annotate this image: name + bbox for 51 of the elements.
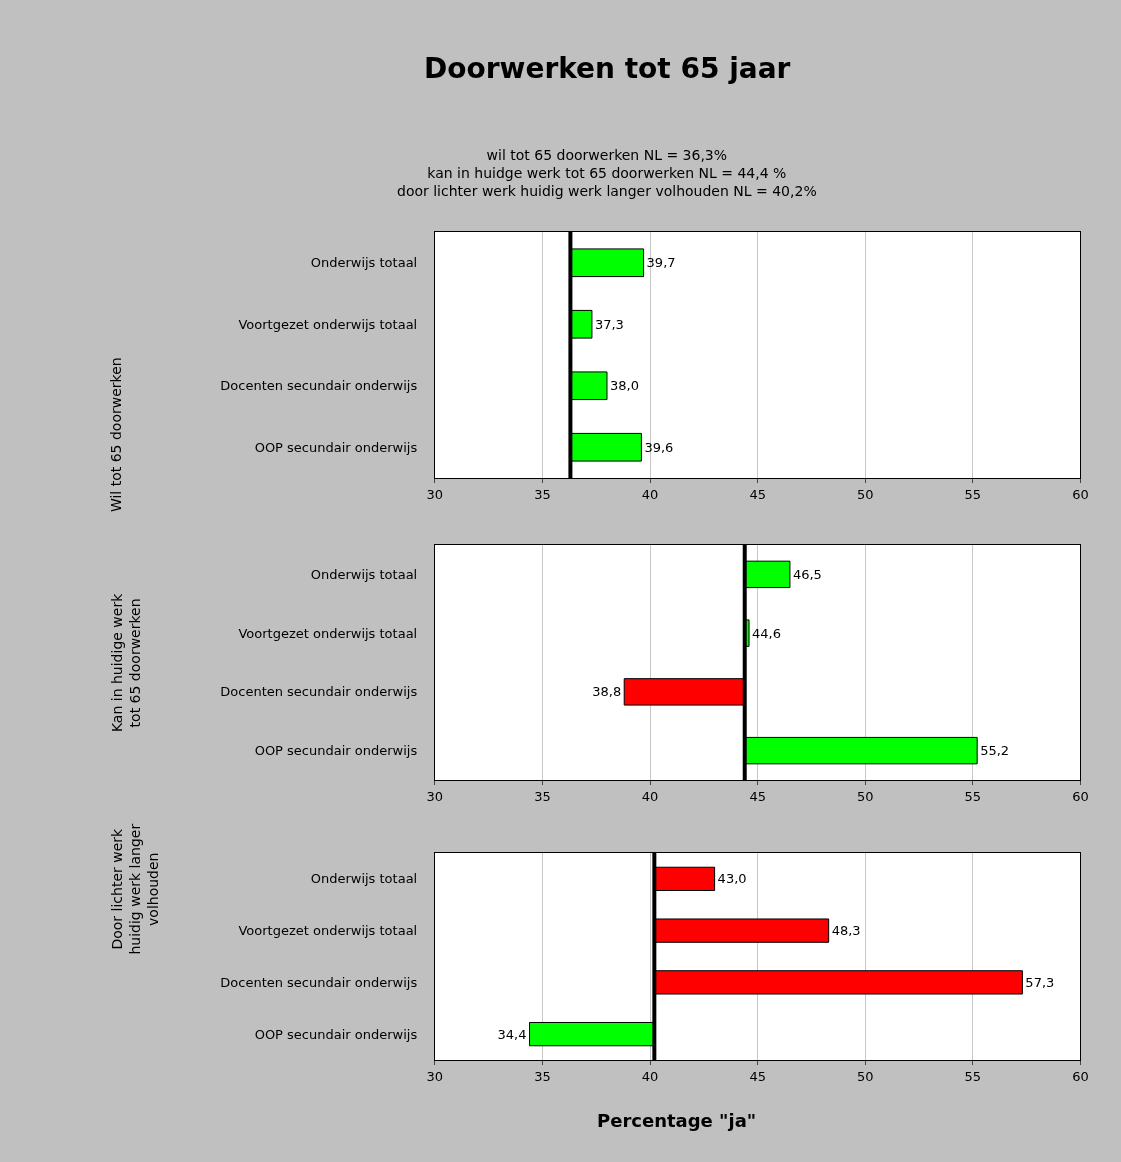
x-tick-label: 30: [426, 1068, 444, 1084]
y-axis-title: Kan in huidige werk tot 65 doorwerken: [109, 592, 144, 733]
x-tick-label: 40: [641, 486, 659, 502]
y-tick-label: Onderwijs totaal: [310, 871, 418, 887]
x-tick-label: 55: [964, 486, 982, 502]
y-tick-label: Docenten secundair onderwijs: [220, 974, 418, 990]
x-tick-label: 60: [1072, 1068, 1089, 1084]
x-tick-label: 45: [749, 1068, 766, 1084]
y-tick-label: OOP secundair onderwijs: [254, 439, 418, 455]
x-tick-label: 50: [856, 1068, 874, 1084]
data-label: 34,4: [497, 1026, 527, 1042]
x-tick-label: 60: [1072, 486, 1089, 502]
x-tick-label: 45: [749, 788, 766, 804]
x-tick-label: 40: [641, 1068, 659, 1084]
x-tick-label: 55: [964, 1068, 982, 1084]
data-label: 44,6: [752, 625, 781, 641]
x-tick-label: 35: [534, 788, 551, 804]
y-tick-label: Onderwijs totaal: [310, 566, 418, 582]
y-tick-label: OOP secundair onderwijs: [254, 743, 418, 759]
data-label: 46,5: [792, 566, 822, 582]
data-label: 48,3: [831, 923, 861, 939]
x-tick-label: 60: [1072, 788, 1089, 804]
chart-title: Doorwerken tot 65 jaar: [424, 52, 791, 85]
data-label: 43,0: [717, 871, 747, 887]
y-axis-title: Wil tot 65 doorwerken: [108, 357, 125, 513]
x-tick-label: 50: [856, 486, 874, 502]
y-tick-label: Onderwijs totaal: [310, 255, 418, 271]
x-tick-label: 30: [426, 486, 444, 502]
y-axis-title: Door lichter werk huidig werk langer volhouden: [108, 823, 161, 955]
y-tick-label: Docenten secundair onderwijs: [220, 684, 418, 700]
data-label: 39,7: [646, 255, 676, 271]
data-label: 55,2: [980, 743, 1010, 759]
x-tick-label: 35: [534, 486, 551, 502]
data-label: 38,0: [609, 378, 639, 394]
x-tick-label: 45: [749, 486, 766, 502]
y-tick-label: Voortgezet onderwijs totaal: [238, 923, 418, 939]
data-label: 38,8: [592, 684, 622, 700]
x-tick-label: 40: [641, 788, 659, 804]
y-tick-label: Voortgezet onderwijs totaal: [238, 316, 418, 332]
x-tick-label: 30: [426, 788, 444, 804]
data-label: 57,3: [1025, 974, 1055, 990]
x-tick-label: 35: [534, 1068, 551, 1084]
data-label: 37,3: [594, 316, 624, 332]
y-tick-label: Voortgezet onderwijs totaal: [238, 625, 418, 641]
x-tick-label: 50: [856, 788, 874, 804]
y-tick-label: OOP secundair onderwijs: [254, 1026, 418, 1042]
x-tick-label: 55: [964, 788, 982, 804]
data-label: 39,6: [644, 439, 674, 455]
chart-subtitle: wil tot 65 doorwerken NL = 36,3% kan in huidge werk tot 65 doorwerken NL = 44,4 % door lichter werk huidig werk langer volhouden NL = 40,2%: [397, 147, 817, 200]
y-tick-label: Docenten secundair onderwijs: [220, 378, 418, 394]
x-axis-title: Percentage "ja": [597, 1110, 757, 1131]
